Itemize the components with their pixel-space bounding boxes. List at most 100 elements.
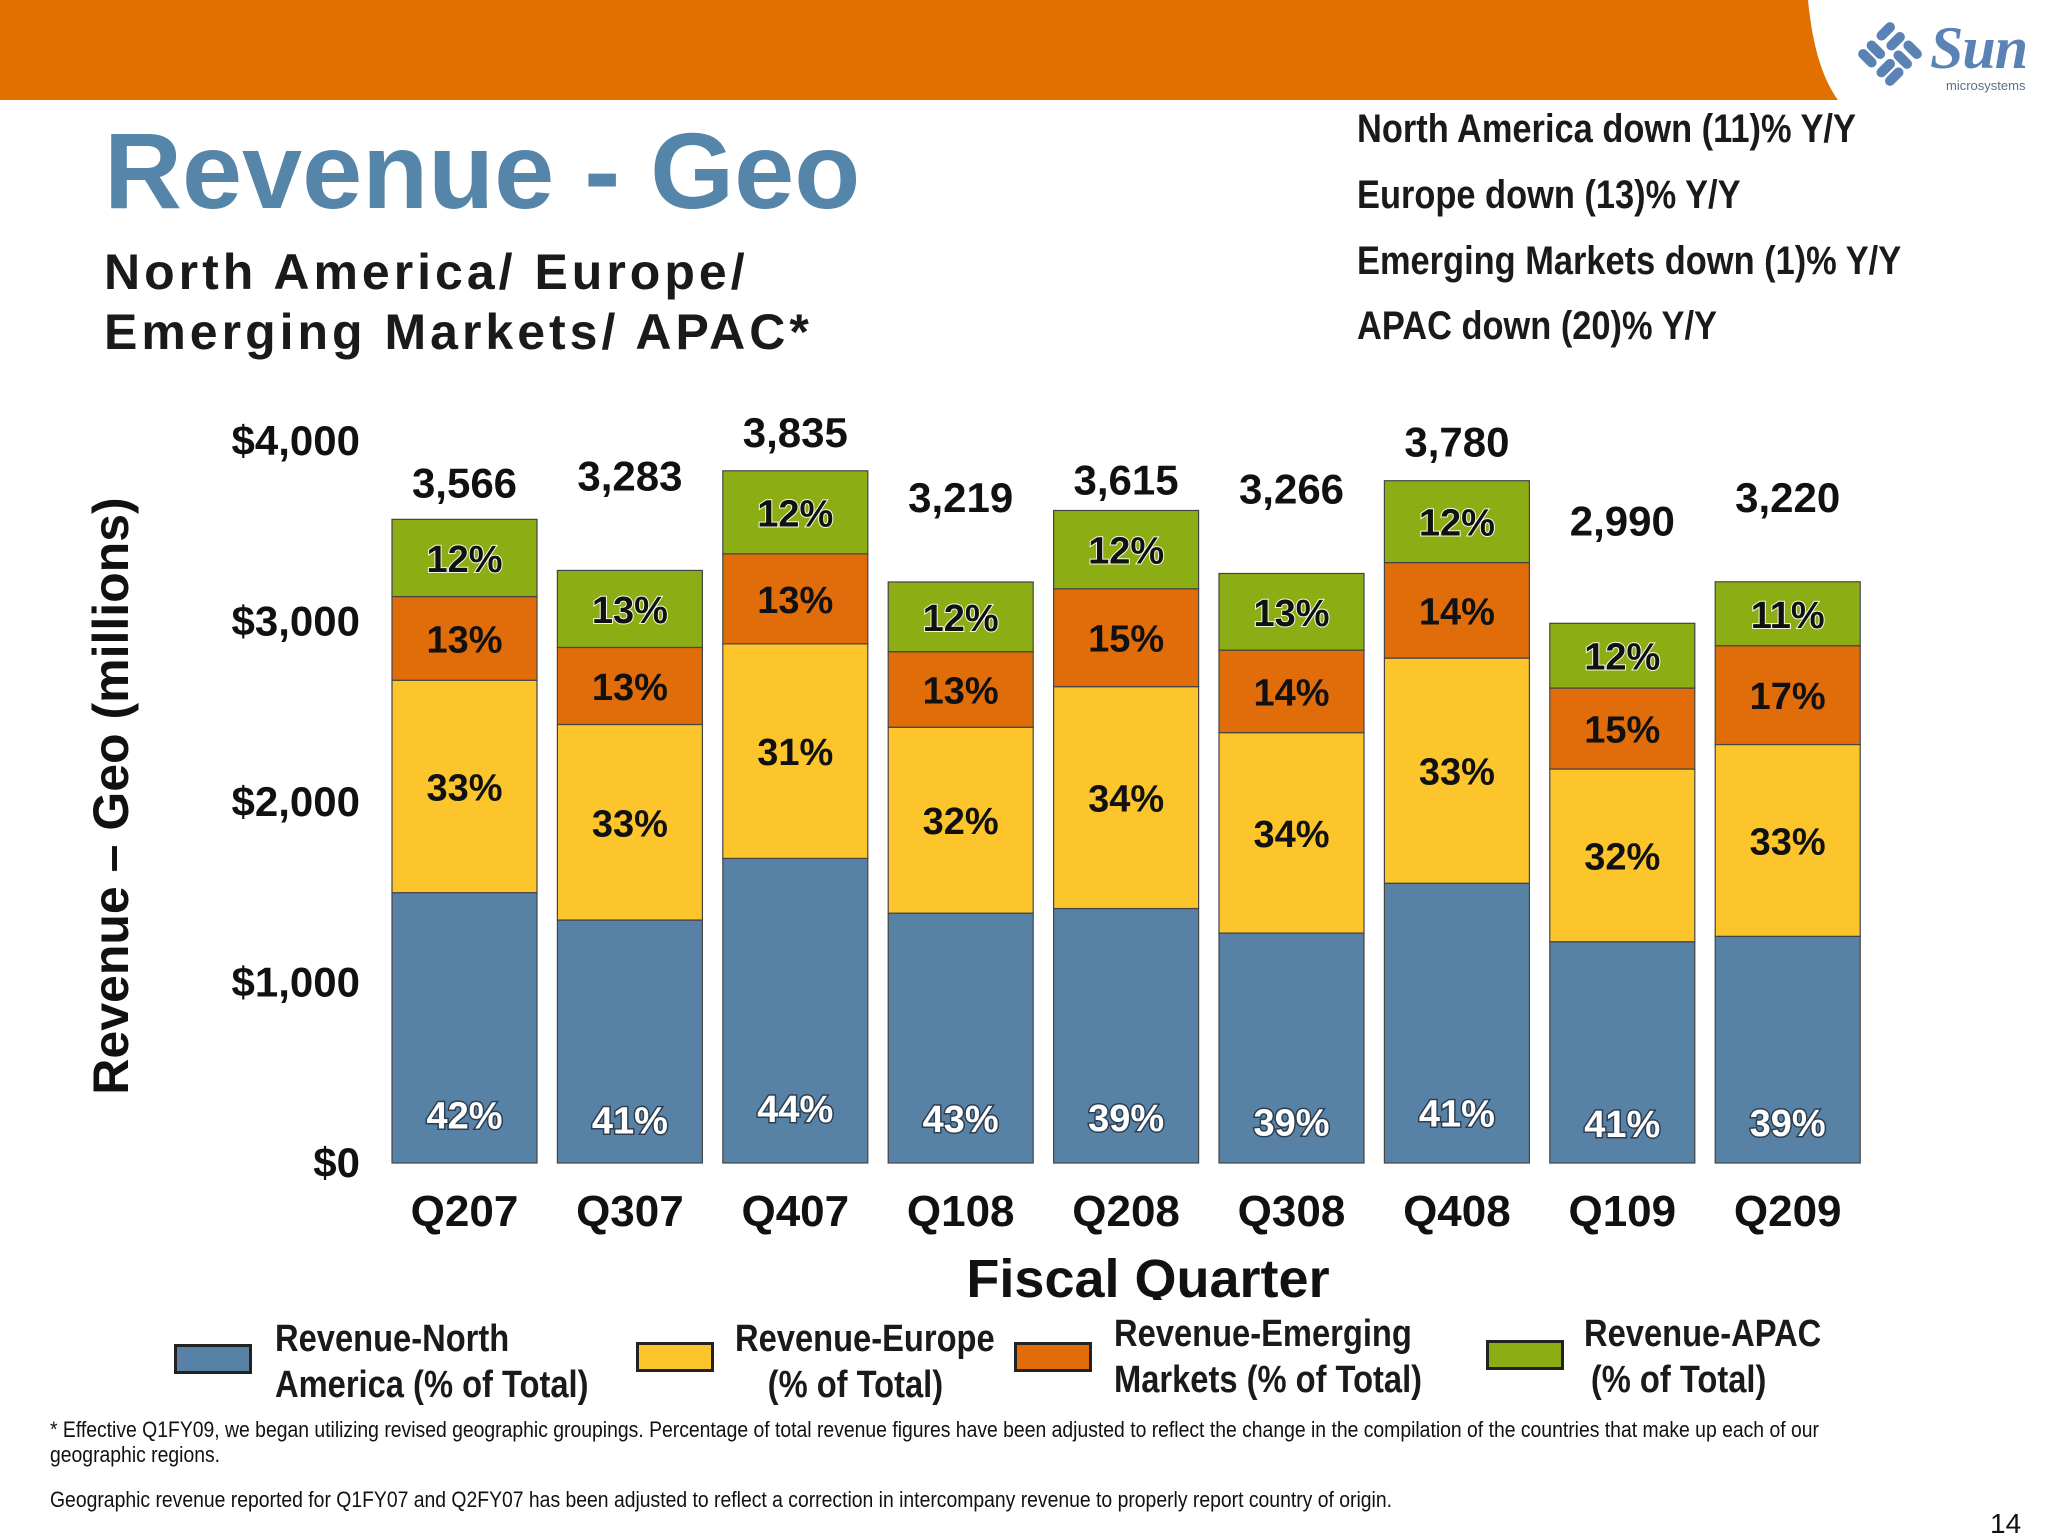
bar-segment-north-america <box>391 892 538 1164</box>
y-tick-label: $2,000 <box>232 778 360 825</box>
bar-segment-emerging-markets <box>1383 561 1531 659</box>
segment-label-north-america: 39% <box>1088 1098 1164 1140</box>
bar-segment-europe <box>887 726 1034 914</box>
y-tick-label: $3,000 <box>232 598 360 645</box>
bar-segment-north-america <box>1549 941 1696 1164</box>
bar-segment-apac <box>722 470 869 555</box>
legend-swatch-north-america <box>174 1344 252 1374</box>
bar-segment-apac <box>1383 480 1531 564</box>
legend-swatch-europe <box>636 1342 714 1372</box>
x-tick-label: Q408 <box>1403 1187 1511 1236</box>
segment-label-europe: 34% <box>1253 814 1329 856</box>
legend-label-apac: Revenue-APAC (% of Total) <box>1584 1313 1822 1401</box>
bar-segment-emerging-markets <box>391 595 538 681</box>
header-bar <box>0 0 1838 100</box>
page-title: Revenue - Geo <box>104 110 861 231</box>
segment-label-north-america: 39% <box>1253 1103 1329 1145</box>
y-tick-label: $1,000 <box>232 959 360 1006</box>
logo-subtext: microsystems <box>1946 78 2026 93</box>
segment-label-apac: 11% <box>1751 595 1825 637</box>
bar-segment-apac <box>1549 622 1696 689</box>
segment-label-north-america: 44% <box>757 1089 833 1131</box>
segment-label-emerging-markets: 13% <box>757 580 833 622</box>
segment-label-north-america: 39% <box>1750 1103 1826 1145</box>
y-axis-label: Revenue – Geo (millions) <box>83 497 139 1094</box>
bar-total-label: 3,220 <box>1735 474 1840 521</box>
segment-label-emerging-markets: 13% <box>923 670 999 712</box>
bar-segment-emerging-markets <box>1218 649 1365 734</box>
bar-segment-apac <box>1052 509 1200 590</box>
segment-label-emerging-markets: 14% <box>1253 672 1329 714</box>
legend-label-europe: Revenue-Europe (% of Total) <box>735 1318 995 1406</box>
bar-segment-north-america <box>1383 882 1531 1164</box>
segment-label-europe: 33% <box>592 803 668 845</box>
bar-segment-north-america <box>1218 932 1365 1164</box>
x-tick-label: Q308 <box>1238 1187 1346 1236</box>
x-tick-label: Q307 <box>576 1187 684 1236</box>
bar-segment-emerging-markets <box>722 553 869 645</box>
note-europe: Europe down (13)% Y/Y <box>1357 173 1741 217</box>
segment-label-europe: 32% <box>923 801 999 843</box>
bar-segment-emerging-markets <box>556 646 704 726</box>
segment-label-emerging-markets: 13% <box>426 619 502 661</box>
segment-label-apac: 12% <box>1088 531 1164 573</box>
bar-segment-europe <box>722 643 869 860</box>
bar-total-label: 3,219 <box>908 474 1013 521</box>
bar-segment-europe <box>1052 686 1200 910</box>
bar-segment-north-america <box>556 919 704 1164</box>
subtitle-line-1: North America/ Europe/ <box>104 244 749 300</box>
footnote-intercompany: Geographic revenue reported for Q1FY07 a… <box>50 1487 1392 1512</box>
y-tick-label: $0 <box>313 1139 360 1186</box>
segment-label-north-america: 42% <box>426 1095 502 1137</box>
bar-segment-apac <box>556 569 704 649</box>
bar-segment-north-america <box>1052 907 1200 1164</box>
bar-total-label: 3,615 <box>1074 456 1179 503</box>
segment-label-europe: 31% <box>757 732 833 774</box>
segment-label-apac: 12% <box>1419 503 1495 545</box>
bar-segment-europe <box>391 679 538 894</box>
segment-label-north-america: 43% <box>923 1099 999 1141</box>
segment-label-north-america: 41% <box>592 1100 668 1142</box>
segment-label-emerging-markets: 15% <box>1088 619 1164 661</box>
page-number: 14 <box>1990 1508 2022 1539</box>
bar-segment-apac <box>391 518 538 598</box>
bar-total-label: 3,835 <box>743 409 848 456</box>
segment-label-emerging-markets: 14% <box>1419 591 1495 633</box>
segment-label-apac: 12% <box>923 598 999 640</box>
bar-segment-emerging-markets <box>887 651 1034 728</box>
legend-swatch-emerging-markets <box>1014 1342 1092 1372</box>
bar-total-label: 3,283 <box>577 452 682 499</box>
segment-label-north-america: 41% <box>1584 1104 1660 1146</box>
subtitle-line-2: Emerging Markets/ APAC* <box>104 304 813 360</box>
segment-label-europe: 32% <box>1584 836 1660 878</box>
logo-text: Sun <box>1930 15 2028 81</box>
segment-label-europe: 33% <box>1419 752 1495 794</box>
y-tick-label: $4,000 <box>232 417 360 464</box>
bar-segment-apac <box>887 581 1034 653</box>
segment-label-apac: 13% <box>592 590 668 632</box>
note-north-america: North America down (11)% Y/Y <box>1357 107 1856 151</box>
segment-label-emerging-markets: 17% <box>1750 676 1826 718</box>
bar-total-label: 3,780 <box>1404 419 1509 466</box>
note-apac: APAC down (20)% Y/Y <box>1357 304 1717 348</box>
segment-label-apac: 12% <box>757 493 833 535</box>
segment-label-emerging-markets: 15% <box>1584 710 1660 752</box>
x-axis-label: Fiscal Quarter <box>966 1249 1329 1300</box>
x-tick-label: Q407 <box>741 1187 849 1236</box>
x-tick-label: Q208 <box>1072 1187 1180 1236</box>
x-tick-label: Q109 <box>1568 1187 1676 1236</box>
bar-segment-apac <box>1714 581 1861 647</box>
bar-segment-europe <box>1218 732 1365 934</box>
bar-segment-apac <box>1218 572 1365 651</box>
legend-swatch-apac <box>1486 1340 1564 1370</box>
bar-total-label: 2,990 <box>1570 497 1675 544</box>
segment-label-emerging-markets: 13% <box>592 667 668 709</box>
bar-segment-europe <box>1383 657 1531 884</box>
segment-label-apac: 12% <box>1584 637 1660 679</box>
footnote-revised-groupings: * Effective Q1FY09, we began utilizing r… <box>50 1417 1819 1442</box>
segment-label-apac: 13% <box>1253 593 1329 635</box>
bar-segment-emerging-markets <box>1052 588 1200 688</box>
legend-label-emerging-markets: Revenue-Emerging Markets (% of Total) <box>1114 1313 1423 1401</box>
bar-segment-europe <box>1549 768 1696 943</box>
sun-logo-icon <box>1858 22 1922 86</box>
